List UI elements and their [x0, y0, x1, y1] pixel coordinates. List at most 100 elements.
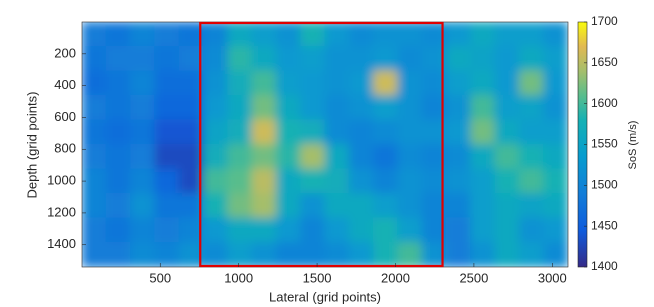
heatmap-cell: [275, 119, 302, 145]
heatmap-cell: [373, 95, 399, 121]
heatmap-cell: [397, 168, 423, 194]
heatmap-cell: [373, 119, 399, 145]
heatmap-cell: [300, 119, 326, 145]
heatmap-cell: [82, 95, 107, 121]
heatmap-cell: [203, 95, 229, 121]
heatmap-cell: [251, 22, 277, 47]
heatmap-cell: [446, 119, 472, 145]
y-tick-label: 200: [54, 45, 76, 60]
heatmap-cell: [300, 70, 326, 96]
heatmap-cell: [470, 46, 496, 72]
colorbar-tick-label: 1450: [591, 218, 618, 232]
heatmap-cell: [494, 168, 520, 194]
heatmap-cell: [251, 242, 277, 267]
x-tick-label: 1000: [224, 270, 253, 285]
heatmap-cell: [300, 46, 326, 72]
heatmap-cell: [154, 168, 180, 194]
heatmap-cell: [203, 193, 229, 219]
heatmap-cell: [82, 168, 107, 194]
heatmap-cell: [470, 70, 496, 96]
heatmap-cell: [470, 144, 496, 170]
heatmap-cell: [446, 144, 472, 170]
heatmap-cell: [275, 46, 302, 72]
y-tick-label: 1400: [47, 236, 76, 251]
heatmap-cell: [543, 242, 568, 267]
heatmap-cell: [494, 217, 520, 243]
heatmap-cell: [82, 46, 107, 72]
heatmap-cell: [470, 217, 496, 243]
heatmap-cell: [518, 70, 545, 96]
heatmap-cell: [275, 217, 302, 243]
heatmap-cell: [82, 22, 107, 47]
heatmap-cell: [470, 193, 496, 219]
heatmap-cell: [300, 22, 326, 47]
x-tick-label: 3000: [538, 270, 567, 285]
heatmap-cell: [130, 46, 156, 72]
heatmap-cell: [154, 70, 180, 96]
colorbar-label: SoS (m/s): [627, 121, 639, 170]
heatmap-cell: [154, 144, 180, 170]
heatmap-cell: [397, 217, 423, 243]
heatmap-cell: [251, 168, 277, 194]
heatmap-cell: [82, 217, 107, 243]
heatmap-cell: [348, 46, 375, 72]
heatmap-cell: [397, 144, 423, 170]
colorbar-tick-label: 1700: [591, 14, 618, 28]
heatmap-cell: [105, 95, 132, 121]
x-tick-label: 500: [149, 270, 171, 285]
heatmap-cell: [130, 168, 156, 194]
heatmap-cell: [518, 46, 545, 72]
heatmap-cell: [324, 22, 350, 47]
heatmap-cell: [82, 193, 107, 219]
heatmap-cell: [105, 168, 132, 194]
colorbar-tick-label: 1650: [591, 55, 618, 69]
heatmap: [82, 22, 568, 267]
heatmap-cell: [446, 95, 472, 121]
heatmap-cell: [154, 217, 180, 243]
highlight-box: [199, 21, 444, 268]
heatmap-cell: [275, 242, 302, 267]
heatmap-cell: [275, 168, 302, 194]
heatmap-cell: [82, 70, 107, 96]
heatmap-cell: [348, 217, 375, 243]
heatmap-cell: [373, 168, 399, 194]
heatmap-cell: [227, 193, 253, 219]
heatmap-cell: [324, 46, 350, 72]
heatmap-cell: [227, 242, 253, 267]
heatmap-cell: [154, 193, 180, 219]
heatmap-cell: [348, 144, 375, 170]
heatmap-cell: [275, 70, 302, 96]
heatmap-cell: [227, 46, 253, 72]
heatmap-cell: [154, 46, 180, 72]
heatmap-cell: [105, 119, 132, 145]
heatmap-cell: [324, 95, 350, 121]
colorbar-tick-label: 1500: [591, 178, 618, 192]
heatmap-cell: [275, 144, 302, 170]
heatmap-cell: [324, 193, 350, 219]
heatmap-cell: [154, 242, 180, 267]
heatmap-cell: [543, 119, 568, 145]
heatmap-cell: [130, 70, 156, 96]
heatmap-cell: [518, 242, 545, 267]
heatmap-cell: [227, 144, 253, 170]
heatmap-cell: [494, 193, 520, 219]
heatmap-cell: [251, 144, 277, 170]
heatmap-cell: [543, 168, 568, 194]
heatmap-cell: [373, 22, 399, 47]
heatmap-cell: [105, 193, 132, 219]
heatmap-cell: [324, 168, 350, 194]
heatmap-cell: [251, 46, 277, 72]
heatmap-cell: [494, 95, 520, 121]
heatmap-cell: [348, 22, 375, 47]
heatmap-cell: [154, 119, 180, 145]
y-tick-label: 600: [54, 109, 76, 124]
heatmap-cell: [543, 70, 568, 96]
heatmap-cell: [203, 144, 229, 170]
y-tick-label: 1000: [47, 173, 76, 188]
heatmap-cell: [227, 22, 253, 47]
heatmap-cell: [494, 119, 520, 145]
heatmap-cell: [397, 70, 423, 96]
heatmap-cell: [543, 46, 568, 72]
heatmap-cell: [130, 242, 156, 267]
heatmap-cell: [518, 95, 545, 121]
